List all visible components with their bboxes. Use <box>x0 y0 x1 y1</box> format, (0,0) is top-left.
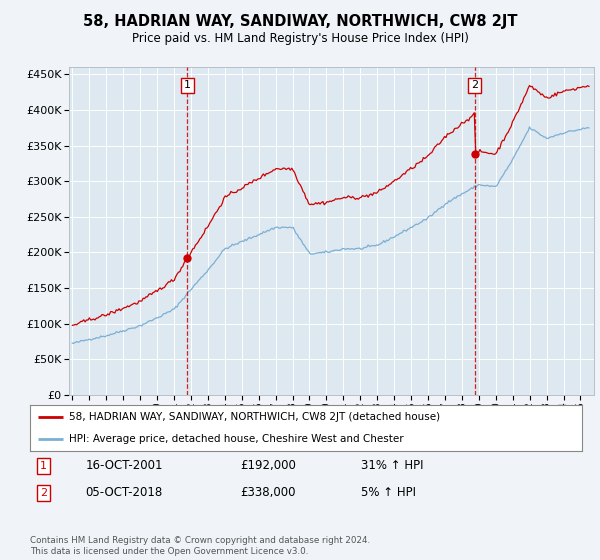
Text: Contains HM Land Registry data © Crown copyright and database right 2024.
This d: Contains HM Land Registry data © Crown c… <box>30 536 370 556</box>
Text: 1: 1 <box>40 461 47 471</box>
Text: 31% ↑ HPI: 31% ↑ HPI <box>361 459 424 473</box>
Text: HPI: Average price, detached house, Cheshire West and Chester: HPI: Average price, detached house, Ches… <box>68 434 403 444</box>
Text: 05-OCT-2018: 05-OCT-2018 <box>85 486 163 500</box>
Text: £338,000: £338,000 <box>240 486 295 500</box>
Text: £192,000: £192,000 <box>240 459 296 473</box>
Text: 58, HADRIAN WAY, SANDIWAY, NORTHWICH, CW8 2JT (detached house): 58, HADRIAN WAY, SANDIWAY, NORTHWICH, CW… <box>68 412 440 422</box>
Text: 2: 2 <box>40 488 47 498</box>
Text: 16-OCT-2001: 16-OCT-2001 <box>85 459 163 473</box>
Text: 2: 2 <box>471 80 478 90</box>
Text: 5% ↑ HPI: 5% ↑ HPI <box>361 486 416 500</box>
Text: 1: 1 <box>184 80 191 90</box>
Text: Price paid vs. HM Land Registry's House Price Index (HPI): Price paid vs. HM Land Registry's House … <box>131 32 469 45</box>
Text: 58, HADRIAN WAY, SANDIWAY, NORTHWICH, CW8 2JT: 58, HADRIAN WAY, SANDIWAY, NORTHWICH, CW… <box>83 14 517 29</box>
